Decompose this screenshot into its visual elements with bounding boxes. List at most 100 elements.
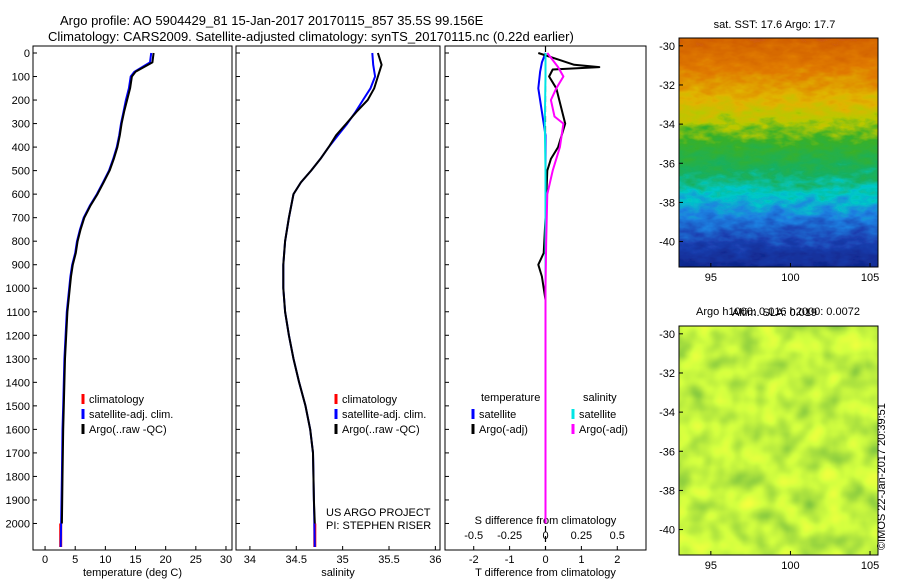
legend-label: satellite-adj. clim.: [89, 409, 173, 421]
depth-tick-label: 200: [12, 95, 30, 107]
temperature-x-tick-label: 0: [42, 554, 48, 566]
sla-map-image: [679, 326, 878, 555]
salinity-x-tick-label: 34: [244, 554, 256, 566]
salinity-x-tick-label: 35: [337, 554, 349, 566]
salinity-axes-frame: [235, 45, 441, 551]
depth-tick-label: 1700: [6, 448, 30, 460]
legend-label: climatology: [342, 394, 398, 406]
legend-label: climatology: [89, 394, 145, 406]
sla-map-lon-tick-label: 95: [705, 560, 717, 572]
legend-label: satellite: [579, 409, 616, 421]
difference-x-tick-label: -2: [469, 554, 479, 566]
sla-map-lat-tick-label: -30: [659, 329, 675, 341]
temperature-x-tick-label: 10: [99, 554, 111, 566]
depth-tick-label: 1900: [6, 495, 30, 507]
temperature-x-tick-label: 5: [72, 554, 78, 566]
salinity-x-axis-label: salinity: [321, 567, 355, 579]
sst-map-axes: 95 100 105 -30 -32 -34 -36 -38 -40 sat. SST: 17.6…: [659, 19, 879, 284]
sst-map-lat-tick-label: -38: [659, 197, 675, 209]
sst-map-lon-tick-label: 95: [705, 272, 717, 284]
sst-map-lat-tick-label: -32: [659, 80, 675, 92]
legend-group-title: salinity: [583, 392, 617, 404]
difference-x-axis-label: T difference from climatology: [475, 567, 616, 579]
legend-label: Argo(-adj): [479, 424, 528, 436]
sst-map-lon-tick-label: 105: [861, 272, 879, 284]
depth-tick-label: 1000: [6, 283, 30, 295]
temperature-panel: 0100200300400500600700800900100011001200…: [6, 45, 233, 579]
depth-tick-label: 1800: [6, 471, 30, 483]
salinity-diff-tick-label: 0.5: [610, 530, 625, 542]
sla-map-axes: 95 100 105 -30 -32 -34 -36 -38 -40 Altim. SLA: 0.…: [659, 307, 879, 572]
temperature-x-axis-label: temperature (deg C): [83, 567, 182, 579]
temperature-x-tick-label: 20: [160, 554, 172, 566]
depth-tick-label: 600: [12, 189, 30, 201]
legend-label: Argo(..raw -QC): [89, 424, 167, 436]
salinity-series-satellite-adj-clim-: [282, 52, 377, 548]
legend-label: satellite-adj. clim.: [342, 409, 426, 421]
sla-map-lat-tick-label: -40: [659, 525, 675, 537]
depth-tick-label: 900: [12, 260, 30, 272]
depth-tick-label: 700: [12, 213, 30, 225]
difference-x-tick-label: 2: [614, 554, 620, 566]
sla-map-lat-tick-label: -38: [659, 485, 675, 497]
depth-tick-label: 500: [12, 166, 30, 178]
depth-tick-label: 1300: [6, 354, 30, 366]
depth-tick-label: 300: [12, 119, 30, 131]
depth-tick-label: 800: [12, 236, 30, 248]
salinity-x-tick-label: 34.5: [286, 554, 307, 566]
sla-map-lat-tick-label: -34: [659, 407, 675, 419]
salinity-diff-tick-label: 0.25: [571, 530, 592, 542]
sla-map-titles: Argo h1000: 0.016 h2000: 0.0072: [696, 306, 860, 318]
sla-map-title: Altim. SLA: 0.019: [732, 307, 817, 319]
sst-map-lat-tick-label: -34: [659, 119, 675, 131]
depth-tick-label: 0: [24, 48, 30, 60]
salinity-diff-tick-label: 0: [542, 530, 548, 542]
depth-tick-label: 1200: [6, 330, 30, 342]
difference-x-tick-label: -1: [505, 554, 515, 566]
sst-map-image: [679, 38, 878, 267]
sst-map-frame: [678, 37, 879, 268]
sla-map-lat-tick-label: -32: [659, 368, 675, 380]
sla-map-lon-tick-label: 105: [861, 560, 879, 572]
depth-tick-label: 1500: [6, 401, 30, 413]
temperature-x-tick-label: 25: [190, 554, 202, 566]
depth-tick-label: 1100: [6, 307, 30, 319]
salinity-x-tick-label: 36: [429, 554, 441, 566]
figure-title-line2: Climatology: CARS2009. Satellite-adjuste…: [48, 29, 574, 44]
temperature-series-argo-raw-qc-: [60, 52, 155, 524]
sst-map-lat-tick-label: -40: [659, 237, 675, 249]
salinity-diff-tick-label: -0.25: [497, 530, 522, 542]
temperature-axes-frame: [32, 45, 233, 551]
sst-map-lat-tick-label: -36: [659, 158, 675, 170]
depth-tick-label: 1600: [6, 424, 30, 436]
sla-map-subtitle: Argo h1000: 0.016 h2000: 0.0072: [696, 306, 860, 318]
temperature-series-satellite-adj-clim-: [59, 52, 153, 548]
depth-tick-label: 1400: [6, 377, 30, 389]
depth-tick-label: 2000: [6, 518, 30, 530]
salinity-diff-tick-label: -0.5: [464, 530, 483, 542]
temperature-x-tick-label: 15: [129, 554, 141, 566]
sla-map-lat-tick-label: -36: [659, 446, 675, 458]
legend-label: Argo(-adj): [579, 424, 628, 436]
legend-label: satellite: [479, 409, 516, 421]
difference-x-tick-label: 1: [578, 554, 584, 566]
salinity-panel: 34 34.5 35 35.5 36 salinity climatology satelli…: [235, 45, 441, 579]
legend-label: Argo(..raw -QC): [342, 424, 420, 436]
sst-map-lon-tick-label: 100: [781, 272, 799, 284]
difference-series-salinity-argo-adj-: [544, 52, 565, 524]
sst-map-title: sat. SST: 17.6 Argo: 17.7: [714, 19, 836, 31]
legend-group-title: temperature: [481, 392, 540, 404]
sla-map-frame: [678, 325, 879, 556]
difference-x-tick-label: 0: [542, 554, 548, 566]
figure-title-line1: Argo profile: AO 5904429_81 15-Jan-2017 …: [60, 13, 484, 28]
project-label-line2: PI: STEPHEN RISER: [326, 520, 432, 532]
temperature-x-tick-label: 30: [220, 554, 232, 566]
salinity-series-argo-raw-qc-: [282, 52, 383, 524]
copyright-stamp: ©IMOS 22-Jan-2017 20:39:51: [876, 403, 888, 550]
depth-tick-label: 400: [12, 142, 30, 154]
sla-map-lon-tick-label: 100: [781, 560, 799, 572]
difference-series-temperature-argo-adj-: [537, 52, 601, 524]
sst-map-lat-tick-label: -30: [659, 41, 675, 53]
